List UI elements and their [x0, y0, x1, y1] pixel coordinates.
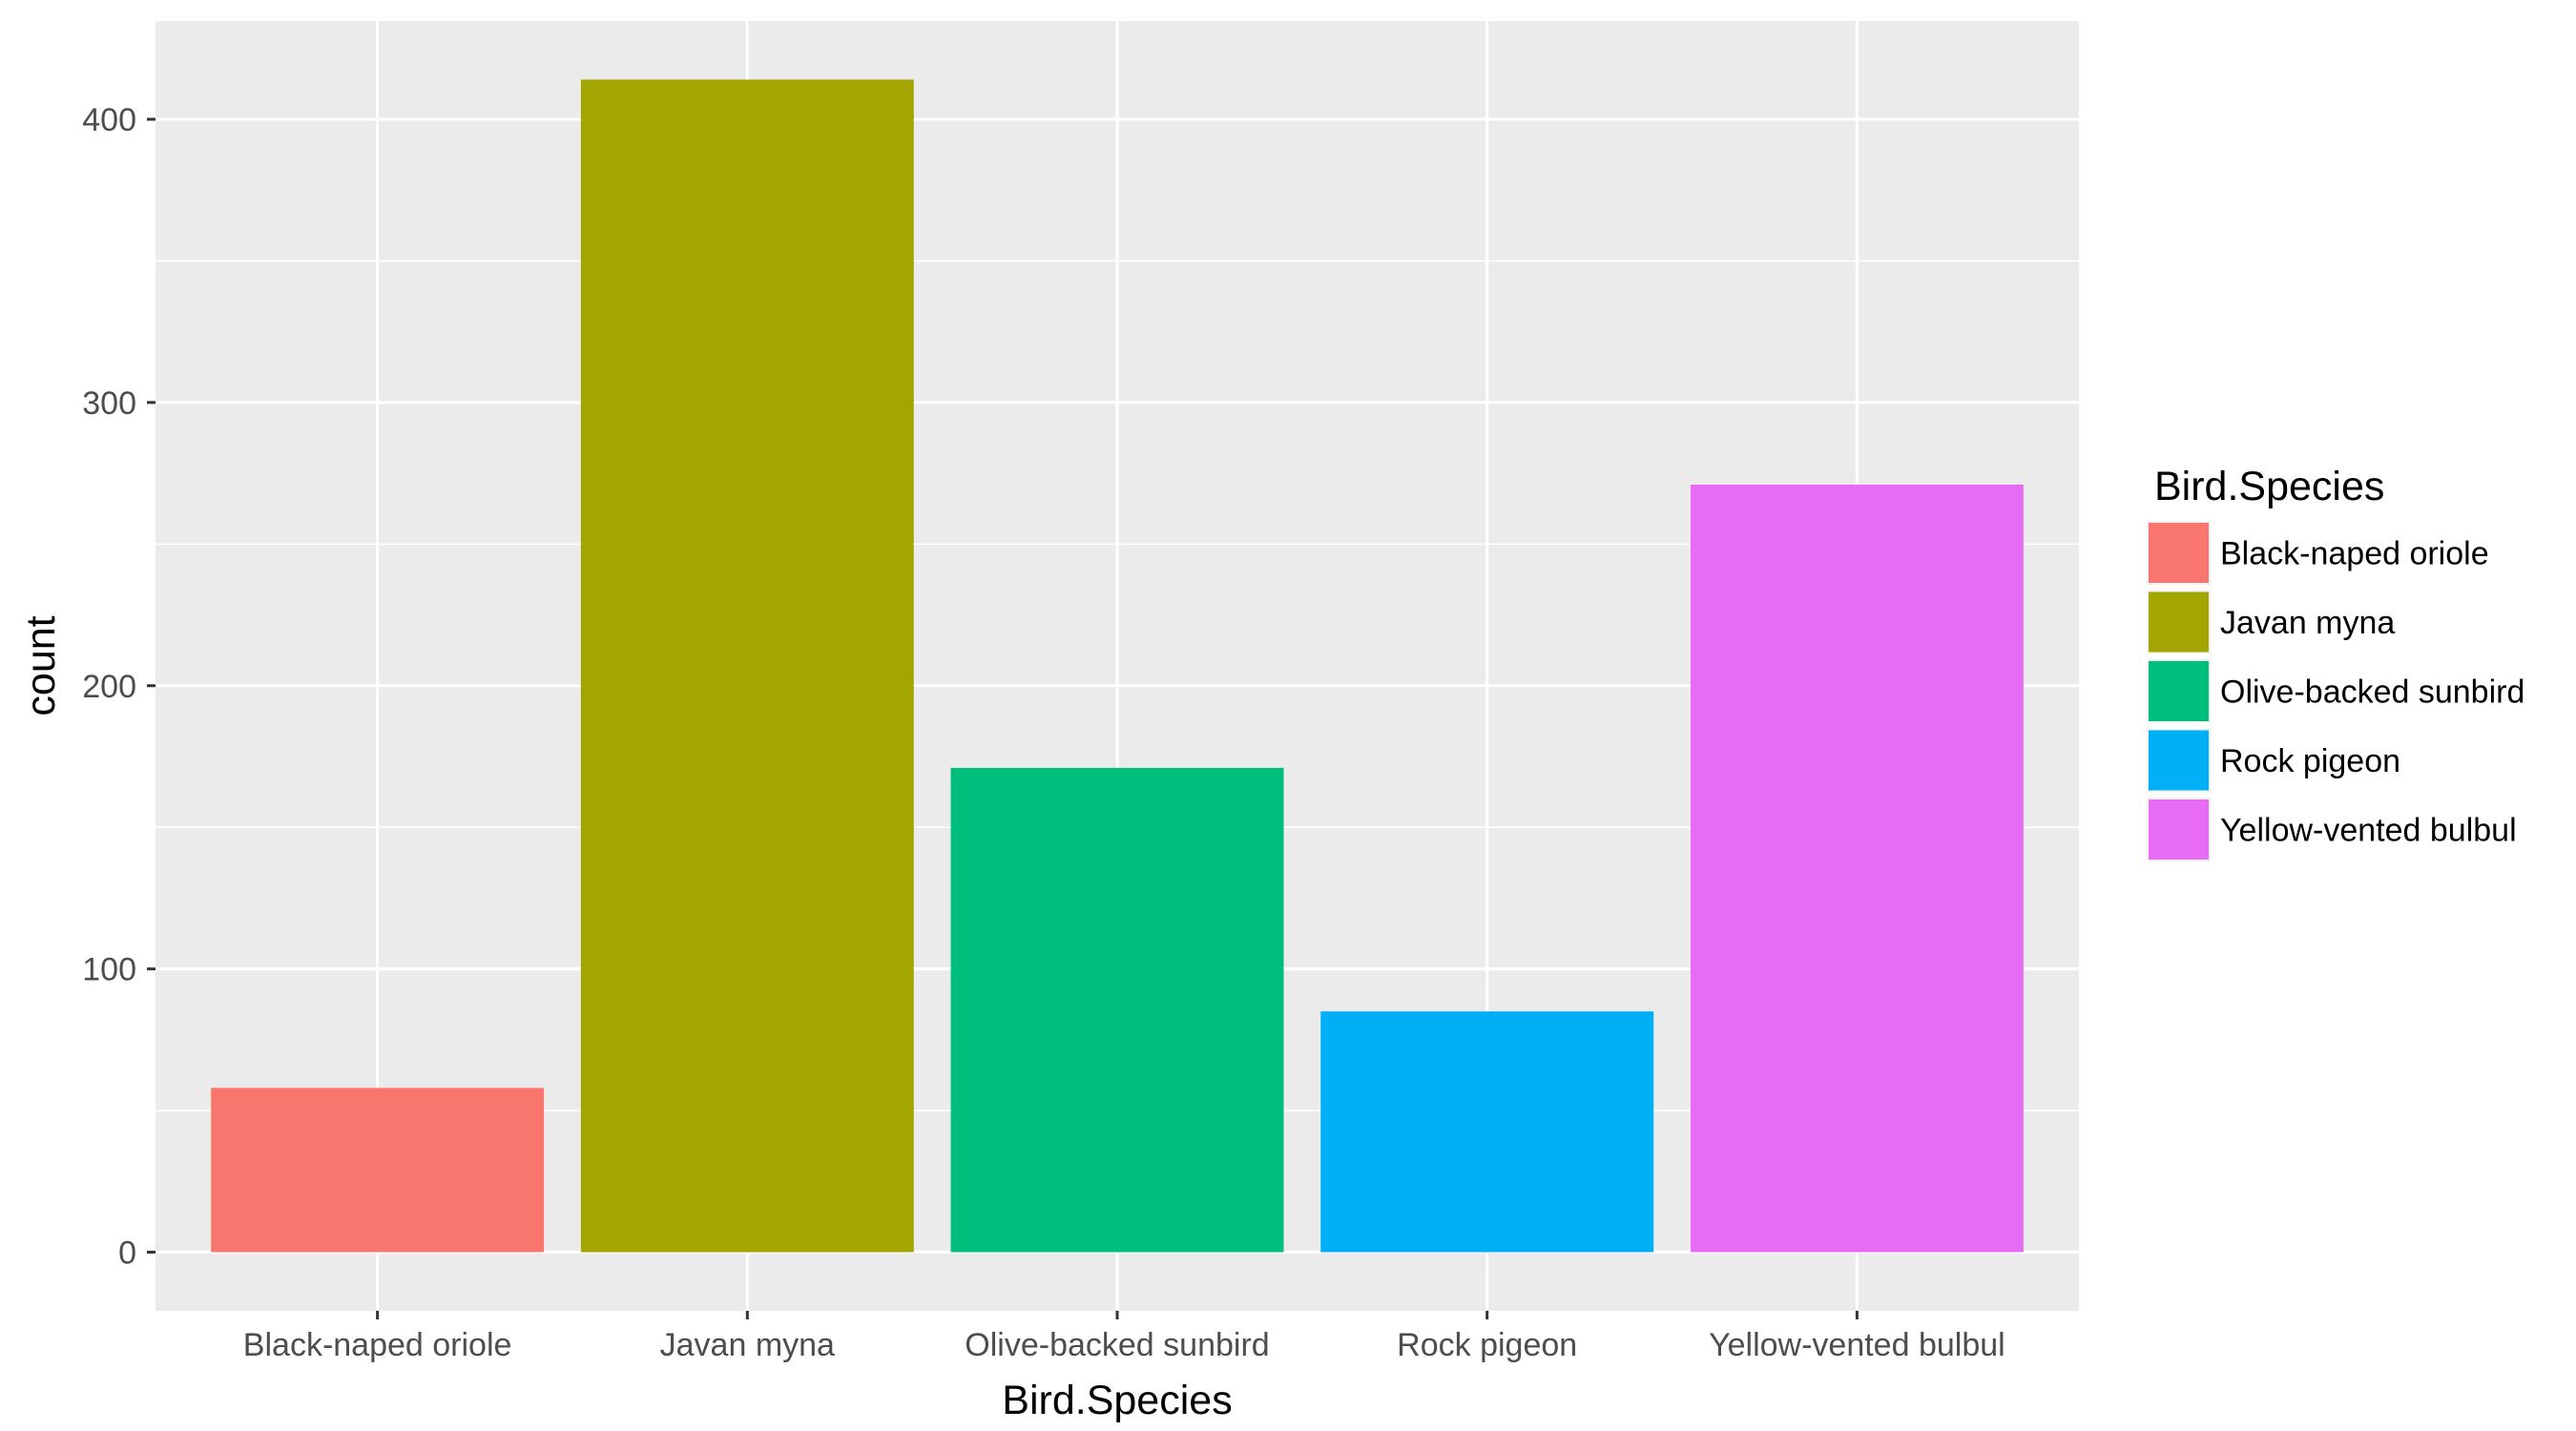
- x-tick-label: Black-naped oriole: [243, 1327, 512, 1363]
- bar: [1320, 1011, 1654, 1253]
- y-axis-title: count: [18, 615, 64, 716]
- legend-swatch: [2149, 661, 2209, 721]
- y-tick-label: 400: [82, 102, 136, 138]
- y-tick-label: 0: [118, 1235, 136, 1272]
- legend: Bird.Species Black-naped oriole Javan myn…: [2147, 464, 2524, 861]
- y-axis: 0 100 200 300 400: [82, 102, 156, 1272]
- bars: [211, 79, 2024, 1253]
- legend-swatch: [2149, 523, 2209, 583]
- y-tick-label: 300: [82, 385, 136, 422]
- legend-label: Yellow-vented bulbul: [2220, 813, 2517, 849]
- legend-title: Bird.Species: [2154, 464, 2384, 509]
- x-axis: Black-naped oriole Javan myna Olive-backed…: [243, 1311, 2005, 1363]
- x-tick-label: Yellow-vented bulbul: [1709, 1327, 2005, 1363]
- x-tick-label: Olive-backed sunbird: [965, 1327, 1269, 1363]
- bar: [211, 1088, 545, 1253]
- y-tick-label: 200: [82, 669, 136, 705]
- legend-label: Black-naped oriole: [2220, 536, 2489, 572]
- legend-swatch: [2149, 730, 2209, 791]
- bar: [950, 767, 1284, 1253]
- legend-label: Olive-backed sunbird: [2220, 674, 2524, 711]
- x-tick-label: Rock pigeon: [1397, 1327, 1577, 1363]
- y-tick-label: 100: [82, 952, 136, 988]
- legend-swatch: [2149, 591, 2209, 653]
- bar: [1690, 484, 2024, 1253]
- legend-swatch: [2149, 799, 2209, 860]
- legend-label: Rock pigeon: [2220, 743, 2400, 779]
- x-tick-label: Javan myna: [660, 1327, 835, 1363]
- legend-label: Javan myna: [2220, 605, 2395, 641]
- legend-items: Black-naped oriole Javan myna Olive-backed…: [2147, 521, 2524, 861]
- bar: [580, 79, 914, 1253]
- x-axis-title: Bird.Species: [1002, 1378, 1232, 1423]
